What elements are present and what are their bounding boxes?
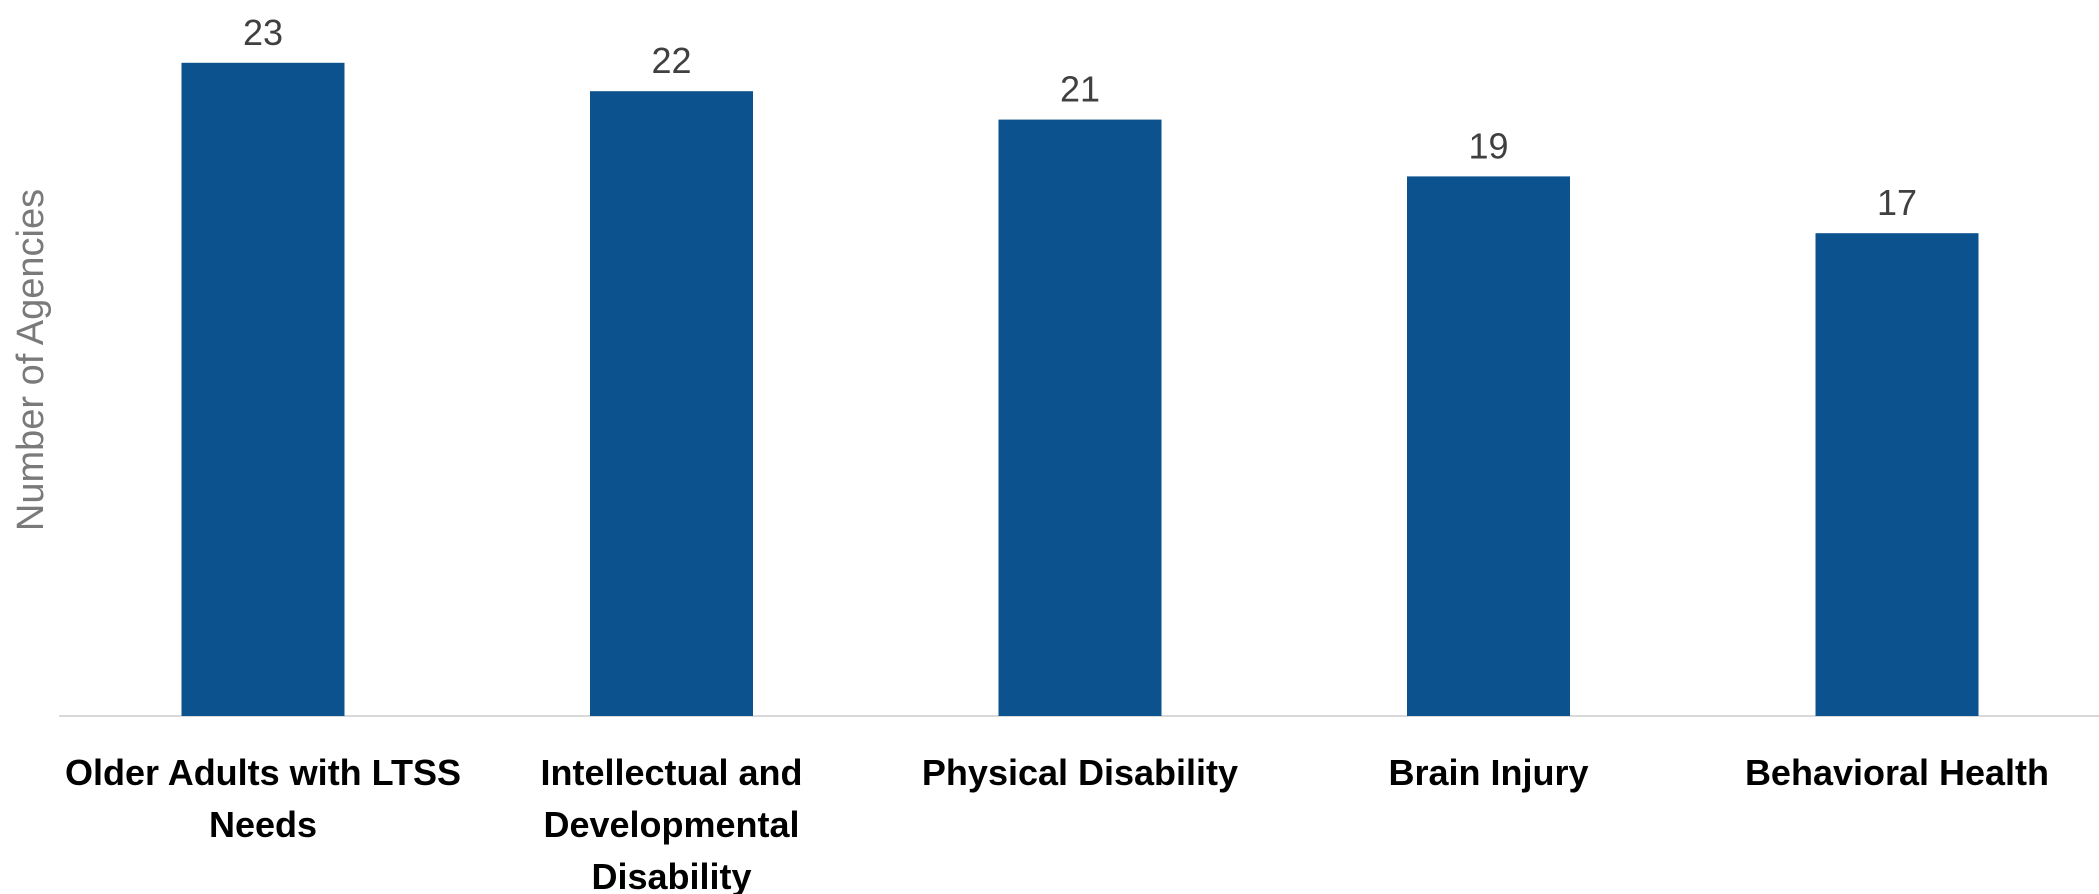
category-label: Intellectual and [540, 752, 802, 793]
bar-value-label: 19 [1468, 125, 1508, 166]
category-label: Developmental [543, 804, 799, 845]
bar-value-label: 17 [1877, 182, 1917, 223]
category-label: Disability [591, 856, 751, 894]
bar [590, 91, 753, 716]
bar-value-label: 23 [243, 12, 283, 53]
value-labels-group: 23 22 21 19 17 [243, 12, 1917, 223]
category-labels-group: Older Adults with LTSS Needs Intellectual … [65, 752, 2049, 894]
category-label: Needs [209, 804, 317, 845]
bar-value-label: 21 [1060, 69, 1100, 110]
bar [1407, 176, 1570, 716]
category-label: Brain Injury [1388, 752, 1588, 793]
category-label: Older Adults with LTSS [65, 752, 461, 793]
bar [181, 62, 345, 717]
bar [998, 119, 1162, 717]
category-label: Physical Disability [922, 752, 1238, 793]
y-axis-label: Number of Agencies [10, 189, 52, 531]
bars-group [181, 62, 1979, 717]
category-label: Behavioral Health [1745, 752, 2049, 793]
bar-value-label: 22 [651, 40, 691, 81]
bar [1815, 233, 1979, 716]
